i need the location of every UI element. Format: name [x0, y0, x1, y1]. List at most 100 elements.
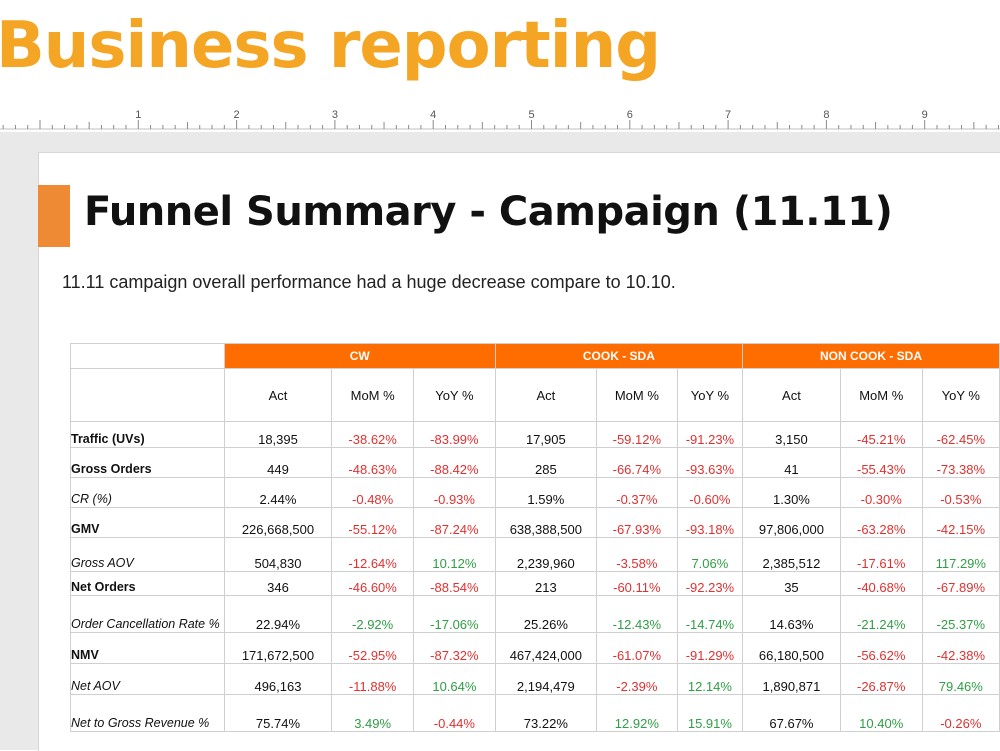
subheader-row: Act MoM % YoY % Act MoM % YoY % Act MoM % YoY % [70, 368, 1000, 422]
table-row: Gross Orders 449 -48.63% -88.42% 285 -66.74% -… [70, 447, 1000, 478]
slide-heading[interactable]: Funnel Summary - Campaign (11.11) [84, 189, 893, 235]
value-cell: 467,424,000 [494, 632, 597, 664]
change-cell: -17.06% [413, 595, 496, 633]
change-cell: -3.58% [595, 537, 678, 572]
table-row: GMV 226,668,500 -55.12% -87.24% 638,388,500-… [70, 507, 1000, 538]
value-cell: 66,180,500 [742, 632, 841, 664]
column-subheader: YoY % [676, 368, 744, 422]
change-cell: -0.44% [413, 694, 496, 732]
value-cell: 67.67% [742, 694, 841, 732]
change-cell: -0.26% [921, 694, 1000, 732]
change-cell: 10.64% [413, 663, 496, 695]
change-cell: -45.21% [839, 421, 923, 448]
change-cell: -91.23% [676, 421, 744, 448]
change-cell: -60.11% [595, 571, 678, 596]
change-cell: -14.74% [676, 595, 744, 633]
column-subheader: Act [223, 368, 333, 422]
change-cell: -92.23% [676, 571, 744, 596]
change-cell: -2.92% [331, 595, 415, 633]
value-cell: 35 [742, 571, 841, 596]
row-label: CR (%) [70, 477, 225, 508]
change-cell: -48.63% [331, 447, 415, 478]
change-cell: -66.74% [595, 447, 678, 478]
change-cell: -0.37% [595, 477, 678, 508]
value-cell: 171,672,500 [223, 632, 333, 664]
change-cell: 3.49% [331, 694, 415, 732]
value-cell: 504,830 [223, 537, 333, 572]
ruler-number: 8 [823, 109, 829, 121]
horizontal-ruler[interactable]: 1 2 3 4 5 6 7 8 9 [0, 104, 1000, 132]
row-label: GMV [70, 507, 225, 538]
accent-bar [38, 185, 70, 247]
change-cell: -55.43% [839, 447, 923, 478]
column-subheader: Act [494, 368, 597, 422]
value-cell: 346 [223, 571, 333, 596]
change-cell: -93.63% [676, 447, 744, 478]
group-header: NON COOK - SDA [742, 343, 1000, 369]
change-cell: -12.43% [595, 595, 678, 633]
row-label: Traffic (UVs) [70, 421, 225, 448]
change-cell: -26.87% [839, 663, 923, 695]
value-cell: 41 [742, 447, 841, 478]
change-cell: -25.37% [921, 595, 1000, 633]
value-cell: 97,806,000 [742, 507, 841, 538]
change-cell: 12.14% [676, 663, 744, 695]
change-cell: -91.29% [676, 632, 744, 664]
change-cell: -88.54% [413, 571, 496, 596]
value-cell: 2,194,479 [494, 663, 597, 695]
value-cell: 2,385,512 [742, 537, 841, 572]
change-cell: 10.12% [413, 537, 496, 572]
table-row: CR (%) 2.44% -0.48% -0.93% 1.59% -0.37% -0.60%… [70, 477, 1000, 508]
change-cell: -83.99% [413, 421, 496, 448]
change-cell: -40.68% [839, 571, 923, 596]
row-label: Net AOV [70, 663, 225, 695]
change-cell: -42.15% [921, 507, 1000, 538]
column-subheader: MoM % [839, 368, 923, 422]
table-row: Traffic (UVs) 18,395 -38.62% -83.99% 17,905-… [70, 421, 1000, 448]
corner-cell [70, 343, 225, 369]
value-cell: 18,395 [223, 421, 333, 448]
value-cell: 638,388,500 [494, 507, 597, 538]
change-cell: -55.12% [331, 507, 415, 538]
column-subheader: Act [742, 368, 841, 422]
row-label: Gross AOV [70, 537, 225, 572]
change-cell: 7.06% [676, 537, 744, 572]
ruler-number: 6 [627, 109, 633, 121]
change-cell: -87.32% [413, 632, 496, 664]
change-cell: 79.46% [921, 663, 1000, 695]
row-label: NMV [70, 632, 225, 664]
value-cell: 496,163 [223, 663, 333, 695]
change-cell: -61.07% [595, 632, 678, 664]
slide-subtitle[interactable]: 11.11 campaign overall performance had a… [62, 272, 676, 292]
funnel-table[interactable]: CW COOK - SDA NON COOK - SDA Act MoM % YoY… [70, 343, 1000, 732]
group-header-row: CW COOK - SDA NON COOK - SDA [70, 343, 1000, 369]
change-cell: -59.12% [595, 421, 678, 448]
value-cell: 2,239,960 [494, 537, 597, 572]
value-cell: 285 [494, 447, 597, 478]
value-cell: 449 [223, 447, 333, 478]
change-cell: -21.24% [839, 595, 923, 633]
table-row: NMV 171,672,500 -52.95% -87.32% 467,424,000-… [70, 632, 1000, 664]
table-row: Gross AOV 504,830 -12.64% 10.12% 2,239,960 -3… [70, 537, 1000, 572]
change-cell: -17.61% [839, 537, 923, 572]
value-cell: 14.63% [742, 595, 841, 633]
table-row: Net AOV 496,163 -11.88% 10.64% 2,194,479 -2.3… [70, 663, 1000, 695]
ruler-number: 5 [528, 109, 534, 121]
value-cell: 213 [494, 571, 597, 596]
row-label: Order Cancellation Rate % [70, 595, 225, 633]
change-cell: -87.24% [413, 507, 496, 538]
value-cell: 2.44% [223, 477, 333, 508]
change-cell: 10.40% [839, 694, 923, 732]
change-cell: -0.93% [413, 477, 496, 508]
ruler-number: 4 [430, 109, 436, 121]
change-cell: -38.62% [331, 421, 415, 448]
column-subheader: MoM % [331, 368, 415, 422]
row-label: Gross Orders [70, 447, 225, 478]
change-cell: -0.30% [839, 477, 923, 508]
change-cell: 15.91% [676, 694, 744, 732]
change-cell: -42.38% [921, 632, 1000, 664]
group-header: CW [223, 343, 496, 369]
change-cell: -73.38% [921, 447, 1000, 478]
change-cell: -0.53% [921, 477, 1000, 508]
column-subheader: YoY % [413, 368, 496, 422]
